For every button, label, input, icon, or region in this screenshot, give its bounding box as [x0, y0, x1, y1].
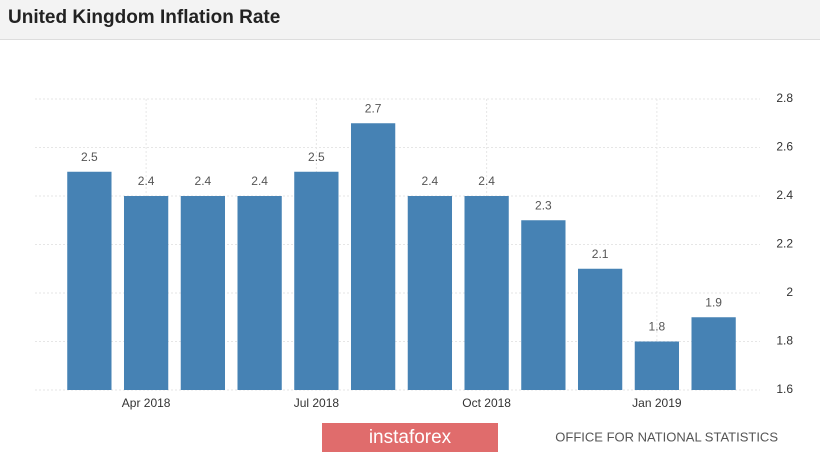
- value-label: 2.7: [365, 101, 382, 115]
- value-label: 2.4: [195, 174, 212, 188]
- bar: [350, 123, 396, 390]
- value-label: 2.5: [308, 150, 325, 164]
- value-label: 1.8: [649, 320, 666, 334]
- value-label: 2.4: [138, 174, 155, 188]
- header: United Kingdom Inflation Rate: [0, 0, 820, 40]
- chart-title: United Kingdom Inflation Rate: [8, 7, 281, 28]
- y-tick-label: 2.4: [776, 188, 793, 202]
- x-tick-label: Jan 2019: [632, 396, 682, 410]
- value-label: 2.5: [81, 150, 98, 164]
- bar: [67, 171, 112, 390]
- bar: [237, 196, 282, 390]
- y-tick-label: 2.6: [776, 140, 793, 154]
- bar: [407, 196, 453, 390]
- value-label: 2.4: [422, 174, 439, 188]
- x-tick-label: Apr 2018: [122, 396, 171, 410]
- value-label: 2.3: [535, 198, 552, 212]
- source: OFFICE FOR NATIONAL STATISTICS: [555, 429, 778, 444]
- value-label: 2.1: [592, 247, 609, 261]
- value-label: 1.9: [705, 295, 722, 309]
- bar: [634, 341, 680, 390]
- bar: [691, 317, 736, 390]
- bar: [123, 196, 169, 390]
- bar: [180, 196, 226, 390]
- bar: [294, 171, 339, 390]
- value-label: 2.4: [478, 174, 495, 188]
- y-tick-label: 2: [786, 285, 793, 299]
- value-label: 2.4: [251, 174, 268, 188]
- y-tick-label: 2.8: [776, 91, 793, 105]
- y-tick-label: 1.6: [776, 382, 793, 396]
- x-tick-label: Oct 2018: [462, 396, 511, 410]
- bar: [521, 220, 566, 390]
- bar: [577, 268, 623, 390]
- y-tick-label: 2.2: [776, 237, 793, 251]
- watermark-box: [322, 423, 498, 452]
- x-tick-label: Jul 2018: [294, 396, 340, 410]
- watermark: instaforex: [369, 427, 452, 448]
- y-tick-label: 1.8: [776, 334, 793, 348]
- bar: [464, 196, 509, 390]
